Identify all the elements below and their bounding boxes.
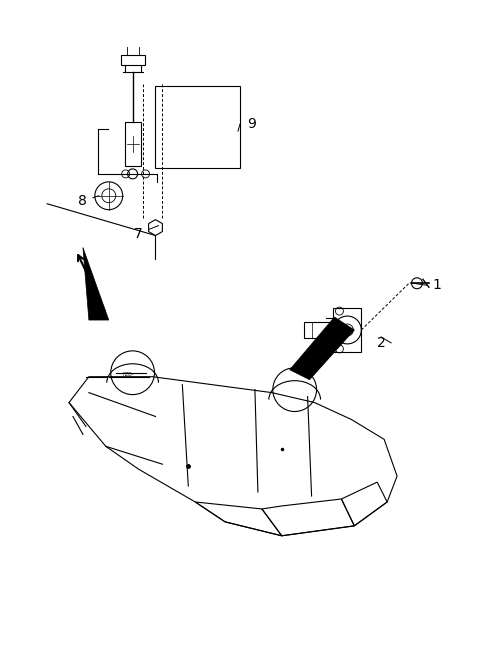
Bar [120, 54, 144, 65]
Polygon shape [290, 317, 354, 380]
Polygon shape [83, 248, 109, 320]
Text: 8: 8 [78, 194, 87, 208]
Bar [156, 86, 240, 168]
Text: 2: 2 [377, 336, 385, 350]
Text: FZD-: FZD- [123, 372, 134, 377]
Bar [334, 308, 361, 352]
Bar [125, 122, 141, 166]
Text: 1: 1 [432, 278, 441, 292]
Text: 9: 9 [248, 117, 256, 131]
Text: 7: 7 [134, 227, 143, 240]
Bar [304, 322, 334, 338]
